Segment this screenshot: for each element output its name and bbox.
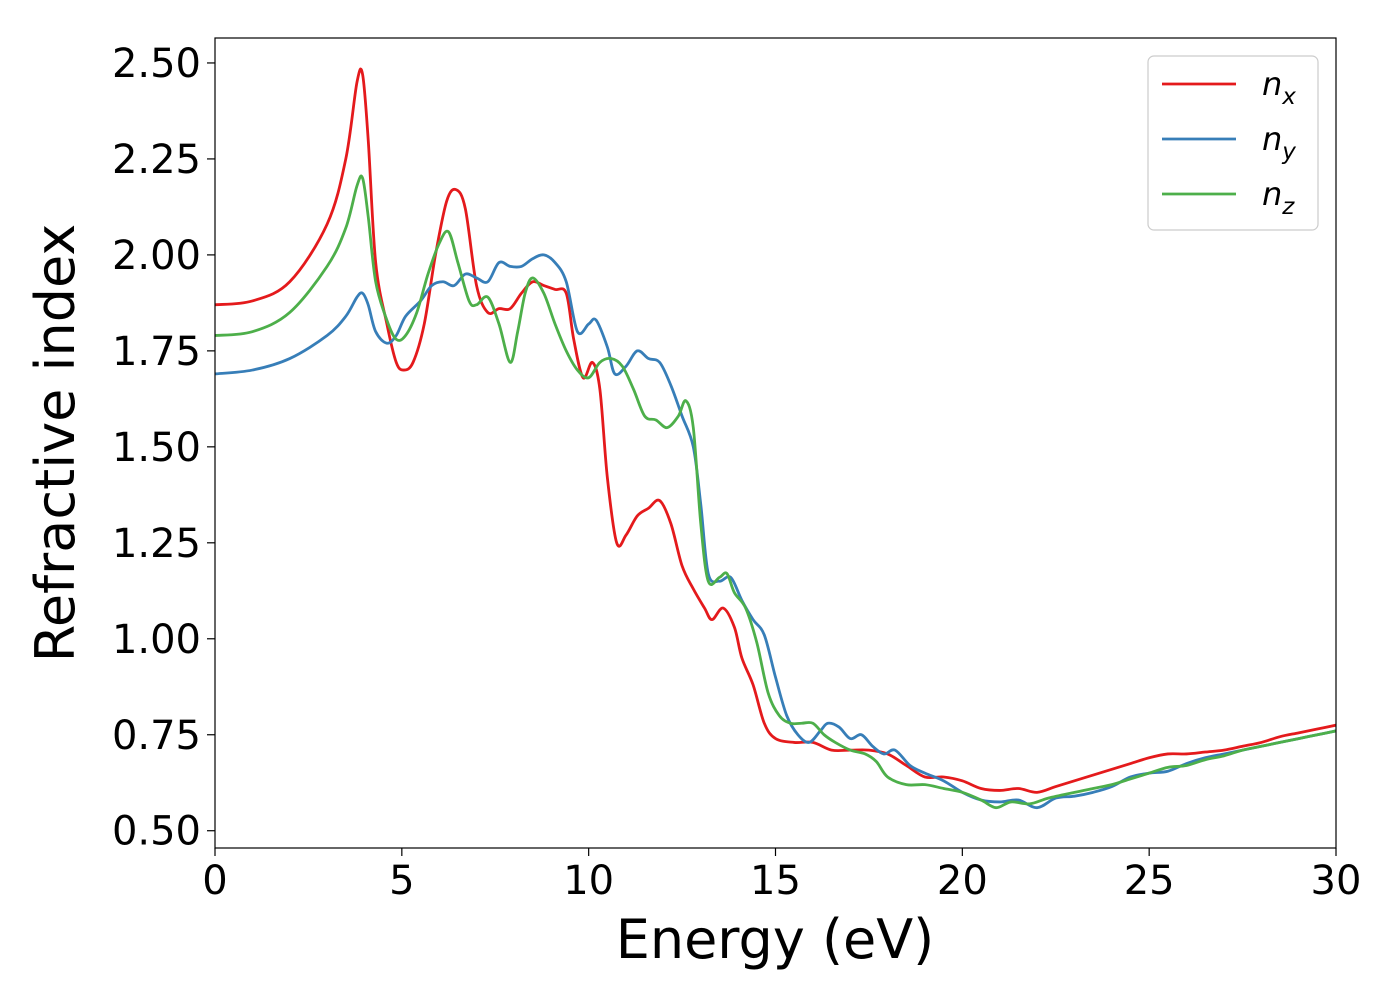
- y-tick-label: 0.75: [112, 713, 201, 759]
- x-tick-label: 10: [563, 858, 614, 904]
- x-tick-label: 15: [750, 858, 801, 904]
- series-line-nx: [215, 67, 1336, 794]
- y-axis-title: Refractive index: [24, 224, 87, 663]
- y-tick-label: 1.50: [112, 425, 201, 471]
- y-tick-label: 2.50: [112, 41, 201, 87]
- x-axis: 0 5 10 15 20 25 30: [202, 848, 1361, 904]
- legend-label-nz: nz: [1262, 175, 1295, 220]
- y-tick-label: 1.00: [112, 617, 201, 663]
- x-tick-label: 0: [202, 858, 227, 904]
- y-tick-label: 1.25: [112, 521, 201, 567]
- y-axis: 0.50 0.75 1.00 1.25 1.50 1.75 2.00 2.25 2.50: [112, 41, 215, 855]
- y-tick-label: 2.00: [112, 233, 201, 279]
- x-tick-label: 5: [389, 858, 414, 904]
- x-axis-title: Energy (eV): [616, 908, 935, 971]
- x-tick-label: 30: [1311, 858, 1362, 904]
- series-layer: [215, 67, 1336, 810]
- legend-label-nx: nx: [1262, 65, 1296, 110]
- y-tick-label: 0.50: [112, 809, 201, 855]
- legend-label-ny: ny: [1262, 120, 1296, 165]
- series-line-nz: [215, 174, 1336, 810]
- y-tick-label: 1.75: [112, 329, 201, 375]
- series-line-ny: [215, 253, 1336, 810]
- x-tick-label: 25: [1124, 858, 1175, 904]
- legend: nx ny nz: [1147, 55, 1319, 231]
- y-tick-label: 2.25: [112, 137, 201, 183]
- x-tick-label: 20: [937, 858, 988, 904]
- legend-box: [1147, 55, 1319, 231]
